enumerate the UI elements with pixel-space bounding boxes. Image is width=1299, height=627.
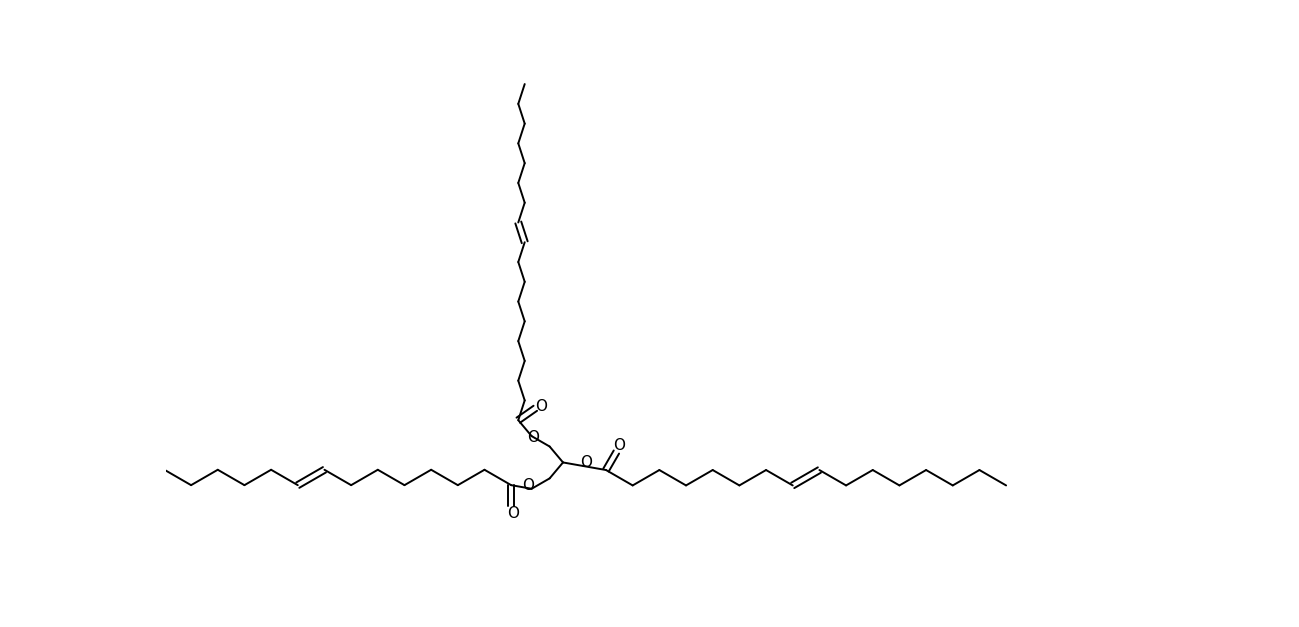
Text: O: O <box>522 478 535 493</box>
Text: O: O <box>527 430 539 445</box>
Text: O: O <box>581 455 592 470</box>
Text: O: O <box>535 399 547 414</box>
Text: O: O <box>613 438 626 453</box>
Text: O: O <box>507 506 518 521</box>
